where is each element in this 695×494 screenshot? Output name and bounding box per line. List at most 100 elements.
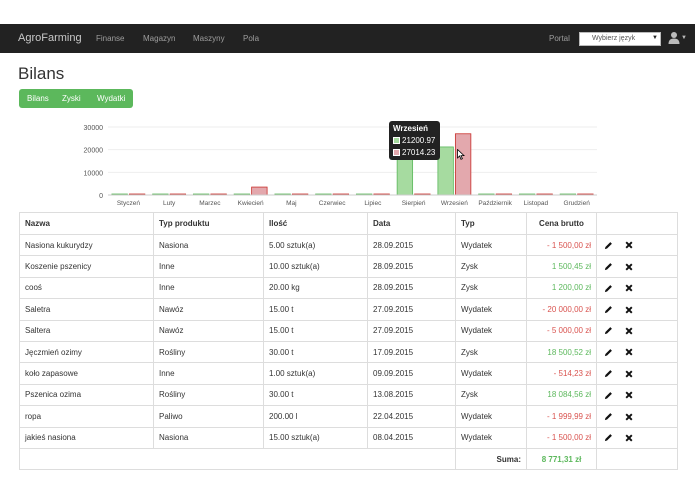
- pencil-icon[interactable]: [604, 433, 613, 442]
- x-tick-label: Marzec: [199, 200, 221, 207]
- cell-gross-price: 18 084,56 zł: [526, 383, 597, 407]
- close-icon[interactable]: [625, 434, 633, 442]
- pencil-icon[interactable]: [604, 305, 613, 314]
- cell-date: 28.09.2015: [367, 233, 456, 257]
- pencil-icon[interactable]: [604, 412, 613, 421]
- x-tick-label: Grudzień: [563, 200, 590, 207]
- pencil-icon[interactable]: [604, 284, 613, 293]
- cell-date: 28.09.2015: [367, 255, 456, 278]
- page-title: Bilans: [18, 64, 65, 83]
- cell-gross-price: 1 500,45 zł: [526, 255, 597, 278]
- close-icon[interactable]: [625, 370, 633, 378]
- sum-label: Suma:: [455, 447, 527, 471]
- close-icon[interactable]: [625, 327, 633, 335]
- table-row[interactable]: Koszenie pszenicy Inne 10.00 sztuk(a) 28.09…: [19, 255, 678, 278]
- close-icon[interactable]: [625, 284, 633, 292]
- cell-name: Jęczmień ozimy: [19, 340, 154, 364]
- cell-quantity: 15.00 t: [263, 319, 368, 342]
- tooltip-expense-value: 27014.23: [402, 148, 436, 157]
- cell-product-type: Nawóz: [153, 298, 264, 321]
- income-bar: [437, 146, 454, 196]
- col-header-name[interactable]: Nazwa: [19, 212, 154, 235]
- tooltip-income-value: 21200.97: [402, 136, 436, 145]
- sum-spacer: [596, 447, 678, 471]
- cell-type: Wydatek: [455, 233, 527, 257]
- cell-name: jakieś nasiona: [19, 426, 154, 449]
- cell-product-type: Nasiona: [153, 233, 264, 257]
- cell-quantity: 30.00 t: [263, 383, 368, 407]
- pencil-icon[interactable]: [604, 369, 613, 378]
- balance-chart: 0 10000 20000 30000 Styczeń Luty Marzec Kwiecie…: [84, 125, 597, 207]
- close-icon[interactable]: [625, 306, 633, 314]
- cell-actions: [596, 426, 678, 449]
- x-tick-label: Wrzesień: [441, 200, 468, 207]
- cell-gross-price: - 514,23 zł: [526, 362, 597, 385]
- cell-name: Pszenica ozima: [19, 383, 154, 407]
- nav-link-magazyn[interactable]: Magazyn: [143, 34, 176, 43]
- tab-zyski[interactable]: Zyski: [62, 94, 81, 103]
- y-tick-label: 10000: [84, 170, 104, 177]
- cell-date: 13.08.2015: [367, 383, 456, 407]
- nav-link-maszyny[interactable]: Maszyny: [193, 34, 225, 43]
- x-tick-label: Maj: [286, 200, 296, 207]
- pencil-icon[interactable]: [604, 326, 613, 335]
- cell-actions: [596, 383, 678, 407]
- pencil-icon[interactable]: [604, 348, 613, 357]
- cell-actions: [596, 233, 678, 257]
- table-row[interactable]: ropa Paliwo 200.00 l 22.04.2015 Wydatek - 1 9…: [19, 405, 678, 428]
- cell-gross-price: - 20 000,00 zł: [526, 298, 597, 321]
- col-header-date[interactable]: Data: [367, 212, 456, 235]
- cell-date: 17.09.2015: [367, 340, 456, 364]
- cell-actions: [596, 362, 678, 385]
- table-row[interactable]: Saletra Nawóz 15.00 t 27.09.2015 Wydatek - 20…: [19, 298, 678, 321]
- cell-actions: [596, 255, 678, 278]
- cell-date: 28.09.2015: [367, 276, 456, 300]
- close-icon[interactable]: [625, 413, 633, 421]
- sum-spacer: [367, 447, 456, 471]
- table-row[interactable]: koło zapasowe Inne 1.00 sztuk(a) 09.09.2015…: [19, 362, 678, 385]
- user-icon[interactable]: [668, 31, 680, 45]
- cell-name: ropa: [19, 405, 154, 428]
- cell-gross-price: - 1 500,00 zł: [526, 233, 597, 257]
- table-row[interactable]: cooś Inne 20.00 kg 28.09.2015 Zysk 1 200,00 z…: [19, 276, 678, 300]
- close-icon[interactable]: [625, 391, 633, 399]
- finance-table: Nazwa Typ produktu Ilość Data Typ Cena b…: [19, 212, 678, 471]
- cell-product-type: Rośliny: [153, 383, 264, 407]
- nav-link-pola[interactable]: Pola: [243, 34, 260, 43]
- col-header-type[interactable]: Typ: [455, 212, 527, 235]
- col-header-gross-price[interactable]: Cena brutto: [526, 212, 597, 235]
- x-tick-label: Sierpień: [402, 200, 426, 207]
- table-row[interactable]: Pszenica ozima Rośliny 30.00 t 13.08.2015 Zy…: [19, 383, 678, 407]
- cell-date: 22.04.2015: [367, 405, 456, 428]
- nav-link-portal[interactable]: Portal: [549, 34, 570, 43]
- language-select[interactable]: Wybierz język: [579, 32, 661, 46]
- x-tick-label: Kwiecień: [238, 200, 264, 207]
- tab-wydatki[interactable]: Wydatki: [97, 94, 126, 103]
- user-menu-caret-icon[interactable]: ▼: [681, 35, 687, 41]
- y-tick-label: 30000: [84, 125, 104, 132]
- col-header-quantity[interactable]: Ilość: [263, 212, 368, 235]
- cell-quantity: 10.00 sztuk(a): [263, 255, 368, 278]
- col-header-product-type[interactable]: Typ produktu: [153, 212, 264, 235]
- close-icon[interactable]: [625, 348, 633, 356]
- close-icon[interactable]: [625, 241, 633, 249]
- cell-name: Saltera: [19, 319, 154, 342]
- tab-bilans[interactable]: Bilans: [27, 94, 49, 103]
- cell-actions: [596, 298, 678, 321]
- x-tick-label: Styczeń: [117, 200, 141, 207]
- table-row[interactable]: Nasiona kukurydzy Nasiona 5.00 sztuk(a) 28.…: [19, 233, 678, 257]
- table-row[interactable]: Jęczmień ozimy Rośliny 30.00 t 17.09.2015 Zy…: [19, 340, 678, 364]
- cell-actions: [596, 276, 678, 300]
- brand-logo[interactable]: AgroFarming: [18, 32, 82, 44]
- nav-link-finanse[interactable]: Finanse: [96, 34, 125, 43]
- chart-tooltip: Wrzesień 21200.97 27014.23: [389, 121, 440, 160]
- close-icon[interactable]: [625, 263, 633, 271]
- x-tick-label: Lipiec: [364, 200, 382, 207]
- cell-date: 08.04.2015: [367, 426, 456, 449]
- pencil-icon[interactable]: [604, 241, 613, 250]
- pencil-icon[interactable]: [604, 391, 613, 400]
- table-row[interactable]: Saltera Nawóz 15.00 t 27.09.2015 Wydatek - 5 …: [19, 319, 678, 342]
- table-row[interactable]: jakieś nasiona Nasiona 15.00 sztuk(a) 08.04…: [19, 426, 678, 449]
- y-tick-label: 20000: [84, 148, 104, 155]
- pencil-icon[interactable]: [604, 262, 613, 271]
